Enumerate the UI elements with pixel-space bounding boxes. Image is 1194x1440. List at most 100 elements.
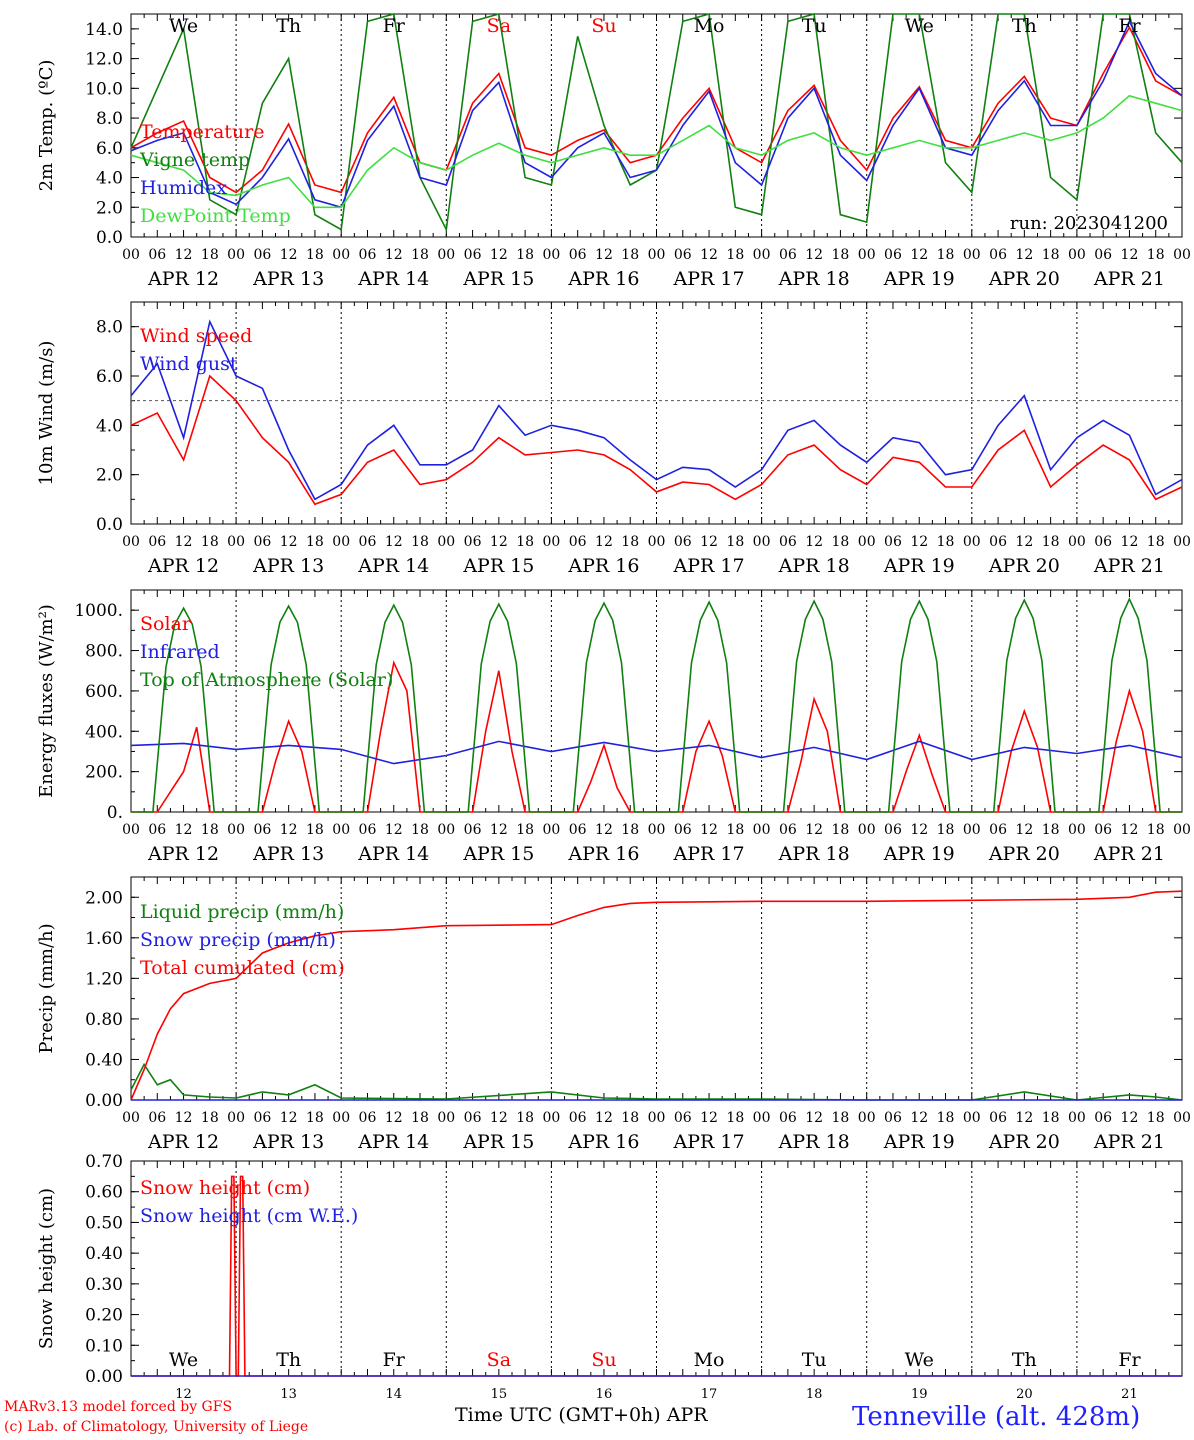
wind-y-tick-label: 6.0 bbox=[96, 367, 123, 387]
precip-hour-label: 12 bbox=[700, 1110, 718, 1126]
energy-hour-label: 12 bbox=[1121, 822, 1139, 838]
temperature-hour-label: 00 bbox=[1173, 247, 1191, 263]
temperature-hour-label: 06 bbox=[253, 247, 271, 263]
wind-day-label: APR 21 bbox=[1093, 555, 1165, 577]
energy-hour-label: 12 bbox=[1015, 822, 1033, 838]
energy-day-label: APR 20 bbox=[988, 843, 1060, 865]
wind-hour-label: 00 bbox=[227, 534, 245, 550]
energy-hour-label: 12 bbox=[595, 822, 613, 838]
snow-day-number-label: 13 bbox=[280, 1387, 297, 1402]
energy-y-tick-label: 400. bbox=[85, 722, 123, 742]
wind-day-label: APR 13 bbox=[252, 555, 324, 577]
precip-hour-label: 00 bbox=[963, 1110, 981, 1126]
temperature-hour-label: 12 bbox=[280, 247, 298, 263]
temperature-y-tick-label: 4.0 bbox=[96, 169, 123, 189]
snow-weekday-label: Th bbox=[1012, 1349, 1037, 1371]
temperature-weekday-label: We bbox=[905, 15, 934, 37]
energy-series-line-infrared bbox=[130, 740, 1183, 765]
precip-y-tick-label: 1.60 bbox=[85, 929, 123, 949]
precip-hour-label: 06 bbox=[569, 1110, 587, 1126]
energy-hour-label: 18 bbox=[726, 822, 744, 838]
energy-day-label: APR 17 bbox=[673, 843, 745, 865]
precip-hour-label: 00 bbox=[332, 1110, 350, 1126]
temperature-day-label: APR 20 bbox=[988, 268, 1060, 290]
precip-hour-label: 12 bbox=[280, 1110, 298, 1126]
temperature-y-tick-label: 2.0 bbox=[96, 198, 123, 218]
precip-hour-label: 12 bbox=[385, 1110, 403, 1126]
wind-hour-label: 00 bbox=[332, 534, 350, 550]
wind-day-label: APR 17 bbox=[673, 555, 745, 577]
precip-hour-label: 00 bbox=[858, 1110, 876, 1126]
precip-y-tick-label: 0.00 bbox=[85, 1091, 123, 1111]
temperature-day-label: APR 12 bbox=[147, 268, 219, 290]
temperature-hour-label: 00 bbox=[542, 247, 560, 263]
wind-hour-label: 06 bbox=[674, 534, 692, 550]
wind-hour-label: 00 bbox=[437, 534, 455, 550]
precip-day-label: APR 15 bbox=[462, 1131, 534, 1153]
precip-hour-label: 12 bbox=[910, 1110, 928, 1126]
energy-hour-label: 12 bbox=[175, 822, 193, 838]
precip-hour-label: 00 bbox=[753, 1110, 771, 1126]
temperature-weekday-label: Fr bbox=[383, 15, 406, 37]
snow-weekday-label: Fr bbox=[1118, 1349, 1141, 1371]
wind-hour-label: 18 bbox=[201, 534, 219, 550]
precip-hour-label: 06 bbox=[674, 1110, 692, 1126]
precip-hour-label: 00 bbox=[122, 1110, 140, 1126]
wind-hour-label: 06 bbox=[779, 534, 797, 550]
energy-hour-label: 00 bbox=[437, 822, 455, 838]
wind-hour-label: 00 bbox=[1173, 534, 1191, 550]
precip-day-label: APR 19 bbox=[883, 1131, 955, 1153]
temperature-weekday-label: Th bbox=[276, 15, 301, 37]
temperature-y-tick-label: 8.0 bbox=[96, 109, 123, 129]
wind-hour-label: 12 bbox=[175, 534, 193, 550]
temperature-day-label: APR 18 bbox=[778, 268, 850, 290]
wind-hour-label: 12 bbox=[490, 534, 508, 550]
precip-hour-label: 18 bbox=[306, 1110, 324, 1126]
wind-hour-label: 06 bbox=[253, 534, 271, 550]
wind-legend-entry: Wind speed bbox=[140, 325, 252, 347]
snow-day-number-label: 16 bbox=[596, 1387, 613, 1402]
wind-hour-label: 06 bbox=[569, 534, 587, 550]
energy-hour-label: 00 bbox=[858, 822, 876, 838]
energy-day-label: APR 18 bbox=[778, 843, 850, 865]
energy-hour-label: 06 bbox=[674, 822, 692, 838]
energy-hour-label: 12 bbox=[385, 822, 403, 838]
temperature-weekday-label: Mo bbox=[694, 15, 725, 37]
precip-day-label: APR 14 bbox=[357, 1131, 429, 1153]
temperature-hour-label: 00 bbox=[437, 247, 455, 263]
temperature-day-label: APR 17 bbox=[673, 268, 745, 290]
wind-hour-label: 12 bbox=[910, 534, 928, 550]
precip-hour-label: 00 bbox=[542, 1110, 560, 1126]
energy-y-axis-label: Energy fluxes (W/m²) bbox=[36, 604, 57, 798]
model-credit: MARv3.13 model forced by GFS bbox=[4, 1399, 233, 1415]
precip-hour-label: 00 bbox=[648, 1110, 666, 1126]
wind-hour-label: 00 bbox=[648, 534, 666, 550]
snow-weekday-label: Fr bbox=[383, 1349, 406, 1371]
energy-hour-label: 12 bbox=[700, 822, 718, 838]
snow-day-number-label: 21 bbox=[1121, 1387, 1138, 1402]
energy-day-label: APR 12 bbox=[147, 843, 219, 865]
energy-hour-label: 12 bbox=[805, 822, 823, 838]
wind-hour-label: 06 bbox=[359, 534, 377, 550]
wind-hour-label: 06 bbox=[1094, 534, 1112, 550]
energy-hour-label: 12 bbox=[280, 822, 298, 838]
wind-y-tick-label: 2.0 bbox=[96, 466, 123, 486]
temperature-hour-label: 06 bbox=[884, 247, 902, 263]
energy-day-label: APR 16 bbox=[567, 843, 639, 865]
temperature-y-tick-label: 6.0 bbox=[96, 139, 123, 159]
snow-day-number-label: 20 bbox=[1016, 1387, 1033, 1402]
energy-legend-entry: Top of Atmosphere (Solar) bbox=[140, 669, 393, 691]
wind-hour-label: 18 bbox=[726, 534, 744, 550]
energy-hour-label: 18 bbox=[832, 822, 850, 838]
precip-hour-label: 18 bbox=[621, 1110, 639, 1126]
energy-hour-label: 00 bbox=[963, 822, 981, 838]
energy-y-tick-label: 800. bbox=[85, 642, 123, 662]
precip-hour-label: 12 bbox=[490, 1110, 508, 1126]
wind-hour-label: 00 bbox=[542, 534, 560, 550]
wind-hour-label: 18 bbox=[937, 534, 955, 550]
wind-hour-label: 00 bbox=[122, 534, 140, 550]
energy-hour-label: 18 bbox=[306, 822, 324, 838]
precip-legend-entry: Total cumulated (cm) bbox=[140, 957, 345, 979]
wind-day-label: APR 12 bbox=[147, 555, 219, 577]
